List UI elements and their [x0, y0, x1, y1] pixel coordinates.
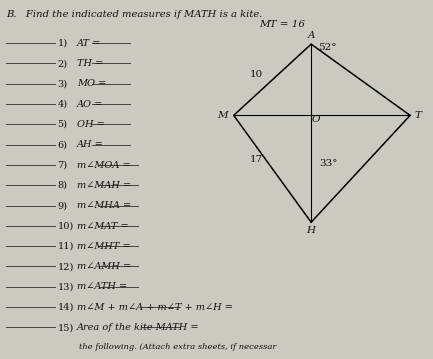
Text: 52°: 52°	[317, 43, 336, 52]
Text: 12): 12)	[57, 262, 74, 271]
Text: 3): 3)	[57, 79, 68, 88]
Text: 13): 13)	[57, 283, 74, 292]
Text: 10): 10)	[57, 222, 74, 230]
Text: the following. (Attach extra sheets, if necessar: the following. (Attach extra sheets, if …	[79, 343, 276, 351]
Text: m∠MAT =: m∠MAT =	[77, 222, 132, 230]
Text: M: M	[218, 111, 228, 120]
Text: 11): 11)	[57, 242, 74, 251]
Text: 14): 14)	[57, 303, 74, 312]
Text: 2): 2)	[57, 59, 68, 68]
Text: B.   Find the indicated measures if MATH is a kite.: B. Find the indicated measures if MATH i…	[6, 10, 262, 19]
Text: AH =: AH =	[77, 140, 107, 149]
Text: m∠MHA =: m∠MHA =	[77, 201, 134, 210]
Text: 9): 9)	[57, 201, 67, 210]
Text: MT = 16: MT = 16	[259, 20, 306, 29]
Text: 1): 1)	[57, 39, 68, 48]
Text: TH =: TH =	[77, 59, 106, 68]
Text: OH =: OH =	[77, 120, 107, 129]
Text: m∠MHT =: m∠MHT =	[77, 242, 133, 251]
Text: 10: 10	[250, 70, 263, 79]
Text: m∠ATH =: m∠ATH =	[77, 283, 130, 292]
Text: 6): 6)	[57, 140, 67, 149]
Text: 5): 5)	[57, 120, 67, 129]
Text: m∠MAH =: m∠MAH =	[77, 181, 134, 190]
Text: AO =: AO =	[77, 100, 106, 109]
Text: m∠AMH =: m∠AMH =	[77, 262, 134, 271]
Text: 33°: 33°	[319, 159, 337, 168]
Text: AT =: AT =	[77, 39, 104, 48]
Text: 17: 17	[250, 155, 263, 164]
Text: 15): 15)	[57, 323, 74, 332]
Text: A: A	[307, 31, 315, 40]
Text: MO =: MO =	[77, 79, 109, 88]
Text: m∠M + m∠A + m∠T + m∠H =: m∠M + m∠A + m∠T + m∠H =	[77, 303, 236, 312]
Text: T: T	[414, 111, 421, 120]
Text: 4): 4)	[57, 100, 68, 109]
Text: 8): 8)	[57, 181, 67, 190]
Text: m∠MOA =: m∠MOA =	[77, 160, 133, 169]
Text: 7): 7)	[57, 160, 68, 169]
Text: Area of the kite MATH =: Area of the kite MATH =	[77, 323, 202, 332]
Text: O: O	[312, 115, 320, 124]
Text: H: H	[307, 225, 316, 234]
